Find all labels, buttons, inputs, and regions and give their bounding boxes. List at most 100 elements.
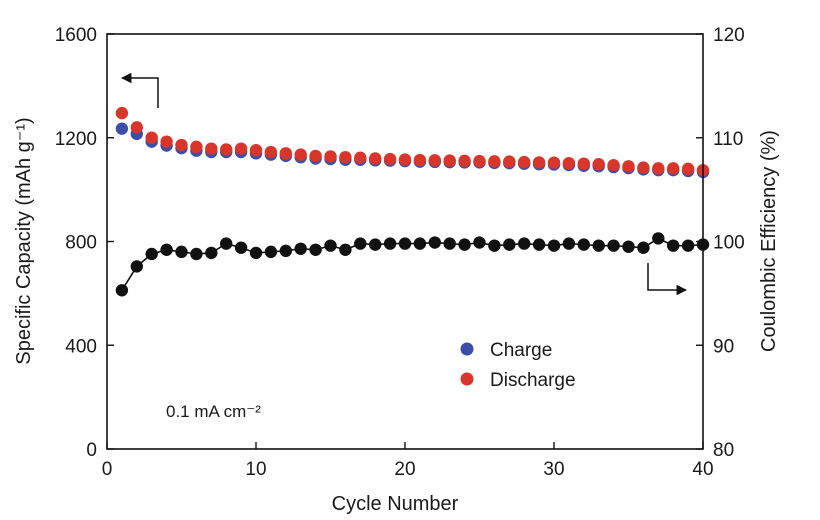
coulombic-efficiency-point [190,247,203,261]
coulombic-efficiency-point [547,239,561,252]
coulombic-efficiency-point [220,237,233,250]
coulombic-efficiency-point [324,239,337,252]
legend: Charge Discharge [460,340,576,391]
coulombic-efficiency-point [145,247,158,261]
coulombic-efficiency-point [518,237,531,250]
legend-marker-charge [460,342,474,356]
x-tick-label: 40 [692,459,713,480]
discharge-point [577,157,590,170]
y-axis-right-title: Coulombic Efficiency (%) [758,130,780,352]
y-axis-right: 80 90 100 110 120 [696,25,745,461]
discharge-point [518,155,531,169]
y-right-tick-label: 90 [713,336,734,357]
coulombic-efficiency-point [562,237,576,250]
discharge-point [458,154,471,168]
y-axis-left-title: Specific Capacity (mAh g⁻¹) [13,117,35,364]
y-right-tick-label: 100 [713,233,745,254]
y-left-tick-label: 400 [65,336,97,357]
coulombic-efficiency-point [637,241,650,254]
coulombic-efficiency-point [488,239,501,252]
x-tick-label: 30 [543,459,564,480]
coulombic-efficiency-point [279,244,292,258]
discharge-point [667,162,680,175]
discharge-point [473,154,486,168]
discharge-point [562,156,576,170]
y-right-tick-label: 120 [713,25,745,46]
discharge-point [205,142,218,155]
coulombic-efficiency-point [369,238,382,251]
coulombic-efficiency-point [130,260,143,273]
discharge-point [369,152,382,165]
coulombic-efficiency-point [398,237,412,250]
legend-label-charge: Charge [490,340,552,361]
discharge-point [249,144,263,157]
discharge-point [443,154,456,167]
coulombic-efficiency-point [622,240,635,253]
discharge-point [622,160,635,173]
discharge-point [547,156,561,169]
discharge-point [324,150,337,163]
coulombic-efficiency-point [205,246,218,260]
discharge-point [115,106,129,120]
y-left-tick-label: 800 [65,233,97,254]
coulombic-efficiency-point [667,239,680,252]
discharge-point [264,145,278,159]
coulombic-efficiency-point [503,238,516,251]
coulombic-efficiency-point [428,236,441,249]
discharge-point [532,156,546,169]
x-tick-label: 0 [102,459,113,480]
coulombic-efficiency-point [160,243,173,256]
discharge-point [175,138,188,152]
coulombic-efficiency-point [264,245,278,259]
coulombic-efficiency-point [532,238,546,251]
y-right-tick-label: 110 [713,129,743,150]
discharge-point [607,159,620,172]
right-axis-arrow [647,263,688,296]
x-axis-title: Cycle Number [332,493,459,515]
discharge-point [339,151,352,164]
current-density-annotation: 0.1 mA cm⁻² [166,402,261,421]
discharge-point [279,147,292,160]
coulombic-efficiency-point [115,284,129,297]
discharge-point [145,131,158,144]
y-left-tick-label: 0 [86,440,97,461]
coulombic-efficiency-point [473,236,486,249]
coulombic-efficiency-point [577,238,590,251]
coulombic-efficiency-point [413,237,427,250]
discharge-point [398,153,412,166]
x-axis: 0 10 20 30 40 [102,442,714,480]
discharge-point [234,142,248,155]
data-marks [115,106,710,297]
coulombic-efficiency-point [339,243,352,256]
legend-label-discharge: Discharge [490,370,576,391]
coulombic-efficiency-point [249,246,263,260]
coulombic-efficiency-point [309,243,322,256]
coulombic-efficiency-point [592,239,605,252]
coulombic-efficiency-point [652,232,665,245]
coulombic-efficiency-point [234,241,248,254]
x-tick-label: 10 [245,459,266,480]
left-axis-arrow [120,72,159,108]
y-left-tick-label: 1600 [55,25,97,46]
coulombic-efficiency-point [681,239,695,252]
coulombic-efficiency-point [607,239,620,252]
discharge-point [354,151,367,164]
discharge-point [309,149,322,163]
discharge-point [681,162,695,176]
discharge-point [488,155,501,168]
coulombic-efficiency-line [121,237,704,291]
discharge-point [637,161,650,174]
legend-marker-discharge [460,372,474,386]
charge-point [115,122,129,135]
x-tick-label: 20 [394,459,415,480]
discharge-point [190,140,203,154]
coulombic-efficiency-point [175,245,188,259]
discharge-point [592,158,605,171]
y-right-tick-label: 80 [713,440,734,461]
discharge-point [130,121,143,134]
coulombic-efficiency-point [458,238,471,251]
y-axis-left: 0 400 800 1200 1600 [55,25,114,461]
discharge-point [220,143,233,156]
discharge-point [428,154,441,167]
